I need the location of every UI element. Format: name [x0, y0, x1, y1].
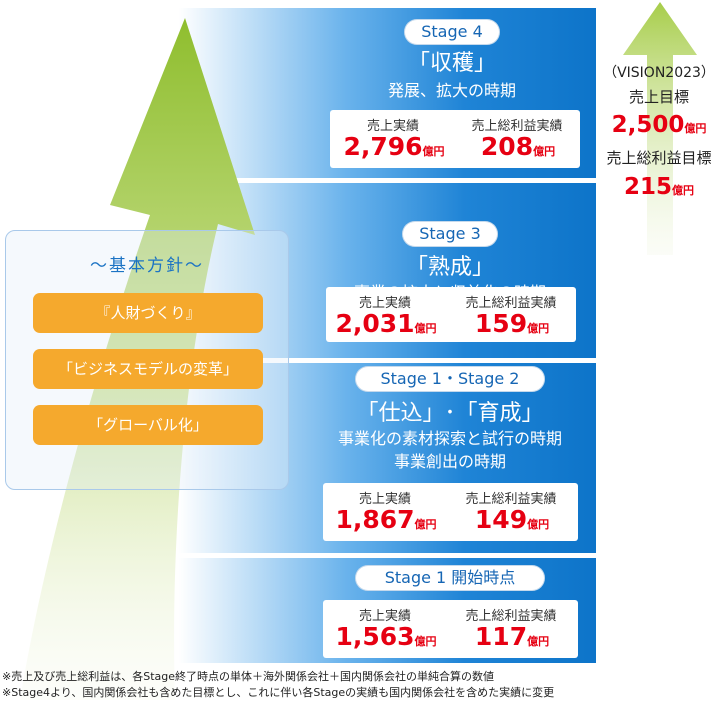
- stage3-profit-label: 売上総利益実績: [465, 296, 557, 311]
- stage3-title: 「熟成」: [405, 255, 494, 280]
- stage3-badge: Stage 3: [402, 221, 498, 247]
- basic-policy-title: ～基本方針～: [90, 256, 204, 276]
- stage1-start-badge: Stage 1 開始時点: [355, 565, 545, 591]
- vision-profit-label: 売上総利益目標: [606, 149, 712, 167]
- stage12-badge: Stage 1・Stage 2: [355, 366, 545, 392]
- footnote-1: ※売上及び売上総利益は、各Stage終了時点の単体＋海外関係会社＋国内関係会社の…: [2, 670, 494, 683]
- stage3-results: 売上実績 売上総利益実績 2,031億円 159億円: [326, 287, 576, 342]
- stage12-desc-line1: 事業化の素材探索と試行の時期: [337, 429, 562, 448]
- vision-arrow-icon: [623, 2, 697, 255]
- stage1-start-profit-label: 売上総利益実績: [465, 609, 557, 624]
- stage12-title: 「仕込」･「育成」: [356, 401, 544, 426]
- stage4-sales-label: 売上実績: [366, 119, 419, 134]
- stage12-desc-line2: 事業創出の時期: [393, 452, 506, 471]
- footnote-2: ※Stage4より、国内関係会社も含めた目標とし、これに伴い各Stageの実績も…: [2, 686, 555, 699]
- stage4-profit-label: 売上総利益実績: [471, 119, 563, 134]
- stage12-profit-label: 売上総利益実績: [465, 492, 557, 507]
- stage4-desc: 発展、拡大の時期: [387, 81, 516, 100]
- stage3-sales-value: 2,031億円: [335, 309, 437, 338]
- vision-profit-value: 215億円: [623, 174, 694, 200]
- stage4-sales-value: 2,796億円: [343, 132, 445, 161]
- stage4-badge: Stage 4: [404, 19, 500, 45]
- policy-item-globalization: 「グローバル化」: [33, 405, 263, 445]
- stage1-start-sales-label: 売上実績: [358, 609, 411, 624]
- stage1-start-profit-value: 117億円: [474, 622, 550, 651]
- stage1-start-sales-value: 1,563億円: [335, 622, 437, 651]
- stage3-sales-label: 売上実績: [358, 296, 411, 311]
- stage12-profit-value: 149億円: [474, 505, 550, 534]
- stage12-sales-value: 1,867億円: [335, 505, 437, 534]
- policy-item-business-model: 「ビジネスモデルの変革」: [33, 349, 263, 389]
- stage1-start-results: 売上実績 売上総利益実績 1,563億円 117億円: [323, 600, 578, 658]
- stage4-title: 「収穫」: [407, 51, 496, 76]
- vision-sales-label: 売上目標: [628, 88, 689, 106]
- stage4-profit-value: 208億円: [480, 132, 556, 161]
- policy-item-people: 『人財づくり』: [33, 293, 263, 333]
- stage12-sales-label: 売上実績: [358, 492, 411, 507]
- stage12-results: 売上実績 売上総利益実績 1,867億円 149億円: [323, 483, 578, 541]
- vision-heading: （VISION2023）: [603, 65, 715, 81]
- basic-policy-panel: ～基本方針～ 『人財づくり』 「ビジネスモデルの変革」 「グローバル化」: [5, 230, 289, 490]
- vision-sales-value: 2,500億円: [611, 112, 707, 138]
- stage3-profit-value: 159億円: [474, 309, 550, 338]
- stage4-results: 売上実績 売上総利益実績 2,796億円 208億円: [330, 110, 580, 168]
